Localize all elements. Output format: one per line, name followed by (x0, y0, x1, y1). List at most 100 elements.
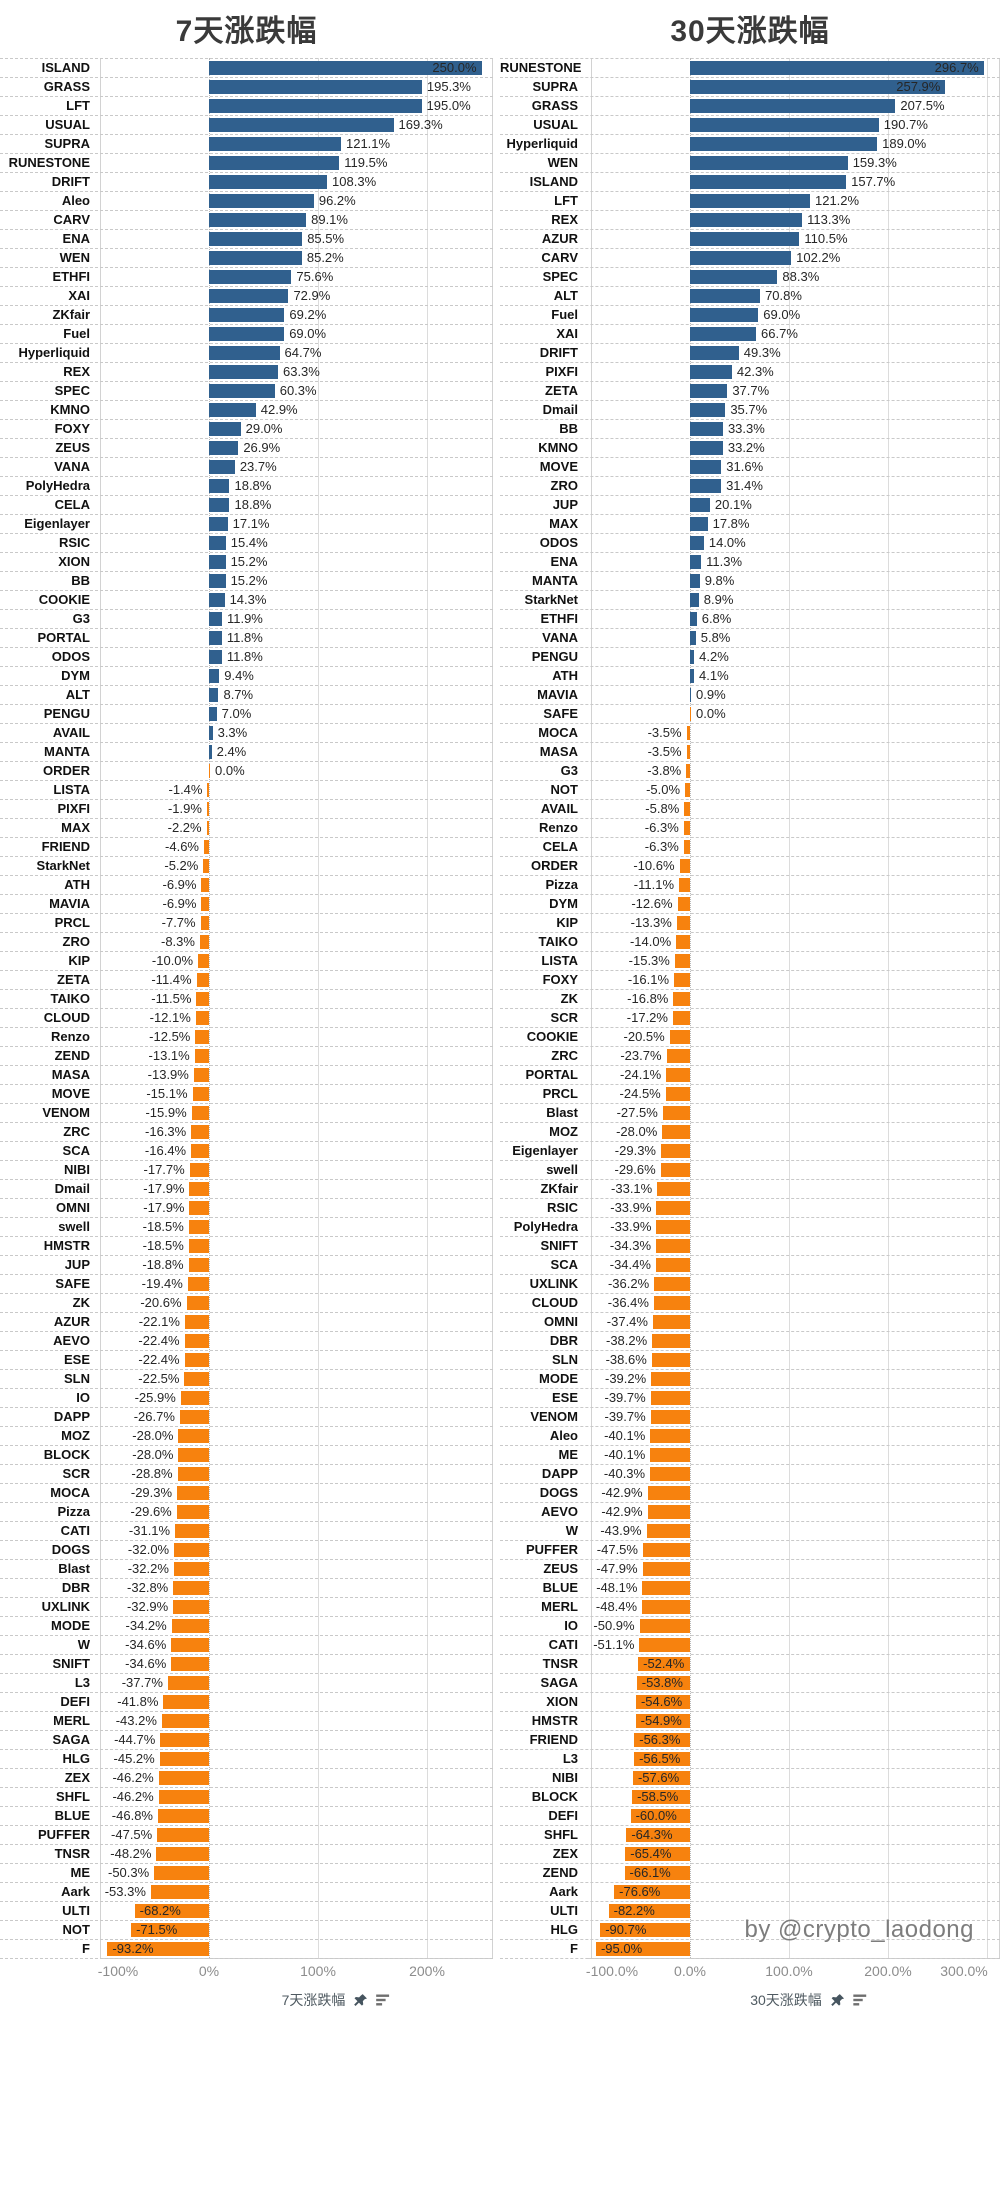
pushpin-icon[interactable] (830, 1993, 845, 2008)
coin-label[interactable]: PENGU (531, 649, 578, 664)
bar[interactable] (660, 1163, 690, 1177)
coin-label[interactable]: PORTAL (37, 630, 90, 645)
bar[interactable] (635, 1714, 690, 1728)
bar[interactable] (676, 916, 690, 930)
bar[interactable] (683, 821, 690, 835)
bar[interactable] (690, 574, 700, 588)
coin-label[interactable]: DAPP (53, 1409, 90, 1424)
coin-label[interactable]: JUP (552, 497, 578, 512)
coin-label[interactable]: CELA (54, 497, 90, 512)
bar[interactable] (690, 80, 946, 94)
bar[interactable] (690, 517, 708, 531)
bar[interactable] (650, 1429, 690, 1443)
coin-label[interactable]: ZRC (63, 1124, 90, 1139)
coin-label[interactable]: ORDER (43, 763, 90, 778)
bar[interactable] (662, 1125, 690, 1139)
bar[interactable] (209, 669, 220, 683)
coin-label[interactable]: DBR (549, 1333, 578, 1348)
bar[interactable] (672, 1011, 690, 1025)
coin-label[interactable]: RSIC (58, 535, 90, 550)
bar[interactable] (626, 1828, 690, 1842)
coin-label[interactable]: ZKfair (540, 1181, 578, 1196)
coin-label[interactable]: BLOCK (531, 1789, 578, 1804)
bar[interactable] (690, 99, 896, 113)
bar[interactable] (665, 1087, 690, 1101)
bar[interactable] (209, 650, 222, 664)
bar[interactable] (690, 593, 699, 607)
coin-label[interactable]: ALT (65, 687, 90, 702)
coin-label[interactable]: COOKIE (526, 1029, 578, 1044)
bar[interactable] (209, 536, 226, 550)
bar[interactable] (191, 1144, 209, 1158)
bar[interactable] (685, 783, 690, 797)
coin-label[interactable]: ZRO (62, 934, 90, 949)
bar[interactable] (191, 1125, 209, 1139)
bar[interactable] (184, 1315, 209, 1329)
bar[interactable] (660, 1144, 690, 1158)
bar[interactable] (669, 1030, 690, 1044)
bar[interactable] (690, 612, 697, 626)
bar[interactable] (209, 688, 219, 702)
coin-label[interactable]: MASA (51, 1067, 90, 1082)
coin-label[interactable]: PolyHedra (25, 478, 90, 493)
coin-label[interactable]: HMSTR (43, 1238, 90, 1253)
coin-label[interactable]: CLOUD (531, 1295, 578, 1310)
bar[interactable] (156, 1847, 209, 1861)
coin-label[interactable]: PIXFI (57, 801, 90, 816)
bar[interactable] (646, 1524, 690, 1538)
bar[interactable] (677, 897, 690, 911)
bar[interactable] (209, 422, 241, 436)
coin-label[interactable]: DRIFT (51, 174, 90, 189)
coin-label[interactable]: AVAIL (52, 725, 90, 740)
coin-label[interactable]: UXLINK (41, 1599, 90, 1614)
bar[interactable] (154, 1866, 209, 1880)
coin-label[interactable]: SCA (62, 1143, 90, 1158)
bar[interactable] (180, 1391, 209, 1405)
bar[interactable] (674, 954, 690, 968)
bar[interactable] (639, 1619, 690, 1633)
sort-descending-icon[interactable] (376, 1993, 391, 2007)
bar[interactable] (690, 327, 757, 341)
bar[interactable] (184, 1372, 209, 1386)
coin-label[interactable]: MODE (51, 1618, 90, 1633)
coin-label[interactable]: LISTA (53, 782, 90, 797)
bar[interactable] (653, 1296, 690, 1310)
bar[interactable] (209, 745, 212, 759)
bar[interactable] (690, 555, 702, 569)
bar[interactable] (150, 1885, 209, 1899)
coin-label[interactable]: CARV (541, 250, 578, 265)
bar[interactable] (209, 574, 226, 588)
coin-label[interactable]: DOGS (539, 1485, 578, 1500)
coin-label[interactable]: ME (558, 1447, 579, 1462)
coin-label[interactable]: BB (559, 421, 578, 436)
coin-label[interactable]: HMSTR (531, 1713, 578, 1728)
bar[interactable] (134, 1904, 209, 1918)
coin-label[interactable]: PORTAL (525, 1067, 578, 1082)
coin-label[interactable]: ZRC (551, 1048, 578, 1063)
coin-label[interactable]: IO (76, 1390, 90, 1405)
bar[interactable] (184, 1353, 209, 1367)
coin-label[interactable]: MAVIA (49, 896, 90, 911)
coin-label[interactable]: NOT (550, 782, 578, 797)
coin-label[interactable]: Fuel (63, 326, 90, 341)
bar[interactable] (209, 156, 340, 170)
bar[interactable] (647, 1486, 690, 1500)
coin-label[interactable]: PRCL (54, 915, 90, 930)
bar[interactable] (209, 384, 275, 398)
coin-label[interactable]: ULTI (550, 1903, 578, 1918)
coin-label[interactable]: WEN (547, 155, 578, 170)
coin-label[interactable]: JUP (64, 1257, 90, 1272)
coin-label[interactable]: G3 (560, 763, 578, 778)
bar[interactable] (642, 1562, 690, 1576)
coin-label[interactable]: F (570, 1941, 578, 1956)
coin-label[interactable]: PUFFER (526, 1542, 578, 1557)
coin-label[interactable]: SLN (552, 1352, 578, 1367)
coin-label[interactable]: WEN (59, 250, 90, 265)
bar[interactable] (650, 1448, 690, 1462)
coin-label[interactable]: FRIEND (529, 1732, 578, 1747)
bar[interactable] (209, 346, 280, 360)
bar[interactable] (690, 403, 726, 417)
coin-label[interactable]: CELA (542, 839, 578, 854)
coin-label[interactable]: DYM (61, 668, 90, 683)
coin-label[interactable]: DBR (61, 1580, 90, 1595)
